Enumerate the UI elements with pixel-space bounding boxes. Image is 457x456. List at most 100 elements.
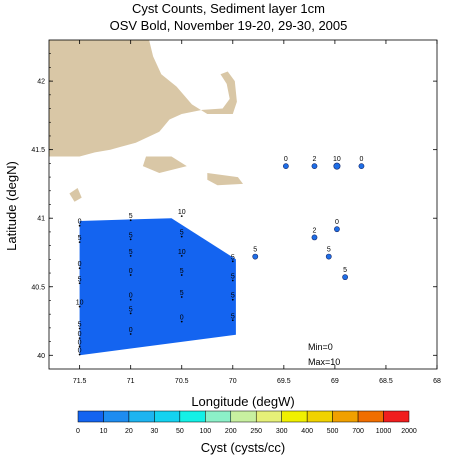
colorbar-tick-label: 700 xyxy=(352,428,364,435)
x-tick-label: 70.5 xyxy=(175,378,189,385)
station-value-label: 0 xyxy=(335,219,339,226)
x-tick-label: 68 xyxy=(433,378,441,385)
sample-value-label: 5 xyxy=(78,235,82,242)
x-tick-label: 70 xyxy=(229,378,237,385)
sample-value-label: 5 xyxy=(180,230,184,237)
station-marker xyxy=(342,274,349,281)
sample-value-label: 0 xyxy=(78,261,82,268)
sample-point xyxy=(78,345,81,348)
sample-point xyxy=(78,305,81,308)
sample-value-label: 0 xyxy=(129,268,133,275)
colorbar-tick-label: 500 xyxy=(327,428,339,435)
station-marker xyxy=(358,163,365,170)
sample-point xyxy=(231,260,234,263)
sample-value-label: 5 xyxy=(231,313,235,320)
sample-value-label: 5 xyxy=(129,249,133,256)
min-annotation: Min=0 xyxy=(308,342,333,352)
chart-title: Cyst Counts, Sediment layer 1cm xyxy=(132,1,325,16)
station-marker xyxy=(311,163,318,170)
sample-value-label: 0 xyxy=(78,219,82,226)
sample-point xyxy=(180,274,183,276)
colorbar-title: Cyst (cysts/cc) xyxy=(201,440,286,455)
colorbar-tick-label: 50 xyxy=(176,428,184,435)
sample-value-label: 10 xyxy=(178,249,186,256)
station-value-label: 2 xyxy=(313,227,317,234)
station-value-label: 0 xyxy=(359,156,363,163)
sample-point xyxy=(78,224,81,227)
colorbar-tick-label: 10 xyxy=(100,428,108,435)
sample-point xyxy=(78,337,81,339)
land-shape-2 xyxy=(207,173,243,186)
colorbar-swatch xyxy=(281,410,308,423)
sample-value-label: 0 xyxy=(129,327,133,334)
x-tick-label: 69.5 xyxy=(277,378,291,385)
sample-point xyxy=(78,267,81,270)
sample-value-label: 5 xyxy=(231,274,235,281)
sample-point xyxy=(129,254,132,257)
colorbar-tick-label: 1000 xyxy=(376,428,392,435)
sample-value-label: 0 xyxy=(78,339,82,346)
sample-value-label: 5 xyxy=(231,254,235,261)
sample-point xyxy=(129,333,132,335)
colorbar-swatch xyxy=(383,410,410,423)
colorbar-swatch xyxy=(77,410,104,423)
sample-point xyxy=(78,241,81,244)
sample-value-label: 5 xyxy=(129,213,133,220)
land-shape-1 xyxy=(142,156,187,173)
station-marker xyxy=(311,234,318,241)
colorbar-tick-label: 20 xyxy=(125,428,133,435)
station-value-label: 5 xyxy=(327,247,331,254)
x-tick-label: 68.5 xyxy=(379,378,393,385)
sample-value-label: 0 xyxy=(180,315,184,322)
colorbar-tick-label: 0 xyxy=(76,428,80,435)
sample-point xyxy=(180,296,183,298)
sample-point xyxy=(129,219,132,222)
station-marker xyxy=(325,253,332,260)
sample-point xyxy=(78,353,81,356)
sample-point xyxy=(129,238,132,241)
station-value-label: 0 xyxy=(284,156,288,163)
y-tick-label: 41 xyxy=(37,216,45,223)
station-value-label: 5 xyxy=(343,267,347,274)
chart-subtitle: OSV Bold, November 19-20, 29-30, 2005 xyxy=(109,18,348,33)
y-tick-label: 40.5 xyxy=(31,284,45,291)
station-marker xyxy=(333,162,341,170)
sample-point xyxy=(231,279,234,282)
colorbar-swatch xyxy=(357,410,384,423)
land-shape-0 xyxy=(49,40,237,157)
sample-value-label: 5 xyxy=(78,276,82,283)
y-axis-label: Latitude (degN) xyxy=(4,161,19,251)
colorbar-swatch xyxy=(332,410,359,423)
station-marker xyxy=(282,163,289,170)
x-tick-label: 69 xyxy=(331,378,339,385)
station-value-label: 10 xyxy=(333,156,341,163)
x-tick-label: 71.5 xyxy=(73,378,87,385)
land-shape-3 xyxy=(69,188,82,202)
x-tick-label: 71 xyxy=(127,378,135,385)
sample-point xyxy=(78,327,81,330)
sample-point xyxy=(129,312,132,315)
y-tick-label: 40 xyxy=(37,353,45,360)
x-axis-ticks: 71.5 71 70.5 70 69.5 69 68.5 68 xyxy=(73,40,441,385)
sample-point xyxy=(231,319,234,322)
colorbar-swatch xyxy=(103,410,130,423)
colorbar-tick-label: 300 xyxy=(276,428,288,435)
sample-point xyxy=(180,235,183,238)
station-value-label: 5 xyxy=(253,247,257,254)
colorbar-swatch xyxy=(154,410,181,423)
colorbar-swatch xyxy=(230,410,257,423)
sample-value-label: 5 xyxy=(129,232,133,239)
sample-point xyxy=(78,282,81,285)
sample-value-label: 10 xyxy=(178,209,186,216)
sample-point xyxy=(180,215,183,217)
colorbar-tick-label: 400 xyxy=(301,428,313,435)
sample-value-label: 0 xyxy=(129,293,133,300)
colorbar-tick-label: 100 xyxy=(199,428,211,435)
sample-value-label: 5 xyxy=(180,268,184,275)
y-tick-label: 41.5 xyxy=(31,147,45,154)
y-tick-label: 42 xyxy=(37,79,45,86)
sample-value-label: 5 xyxy=(180,290,184,297)
sample-point xyxy=(129,298,132,301)
